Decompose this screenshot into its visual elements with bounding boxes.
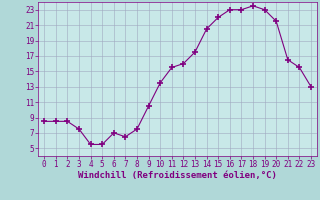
X-axis label: Windchill (Refroidissement éolien,°C): Windchill (Refroidissement éolien,°C) [78,171,277,180]
